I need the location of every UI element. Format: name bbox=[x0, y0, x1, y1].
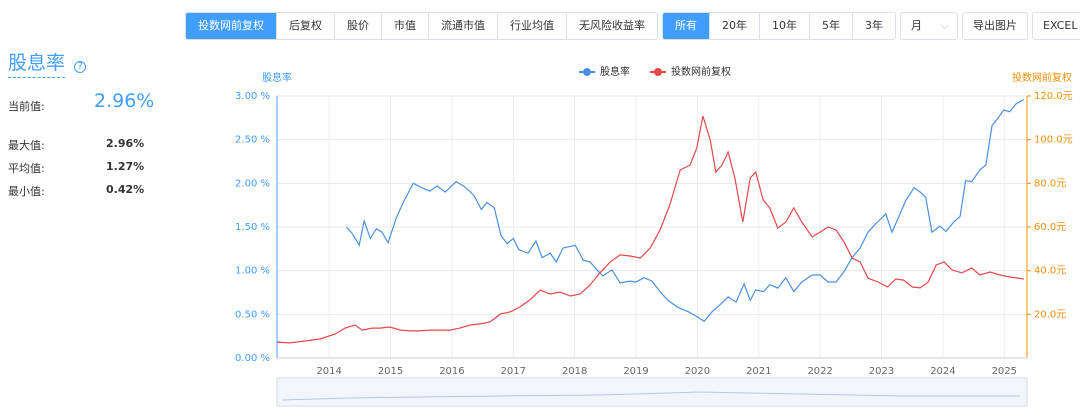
x-tick-label: 2020 bbox=[685, 366, 710, 377]
y2-tick-label: 100.0元 bbox=[1034, 135, 1073, 146]
navigator[interactable] bbox=[276, 377, 1028, 407]
stats-title: 股息率 bbox=[8, 48, 66, 78]
stat-value: 0.42% bbox=[106, 183, 145, 196]
toolbar-button[interactable]: 10年 bbox=[760, 13, 810, 39]
current-value: 2.96% bbox=[94, 90, 155, 112]
y-tick-label: 0.50 % bbox=[235, 309, 270, 320]
y-tick-label: 0.00 % bbox=[235, 353, 270, 364]
button-group: 所有 20年 10年 5年 3年 bbox=[662, 12, 896, 40]
y-tick-label: 2.00 % bbox=[235, 178, 270, 189]
x-tick-label: 2015 bbox=[378, 366, 403, 377]
legend-label[interactable]: 股息率 bbox=[600, 65, 630, 78]
y2-tick-label: 60.0元 bbox=[1034, 222, 1066, 233]
x-tick-label: 2021 bbox=[746, 366, 771, 377]
toolbar-button[interactable]: 导出图片 bbox=[962, 12, 1028, 40]
toolbar-button[interactable]: 行业均值 bbox=[498, 13, 567, 39]
x-tick-label: 2017 bbox=[501, 366, 526, 377]
legend-marker bbox=[583, 68, 591, 76]
stat-label: 平均值: bbox=[8, 162, 45, 175]
legend-marker bbox=[654, 68, 662, 76]
y2-tick-label: 40.0元 bbox=[1034, 266, 1066, 277]
y-tick-label: 1.50 % bbox=[235, 222, 270, 233]
y2-tick-label: 80.0元 bbox=[1034, 178, 1066, 189]
y2-tick-label: 120.0元 bbox=[1034, 91, 1073, 102]
x-tick-label: 2024 bbox=[930, 366, 955, 377]
stats-panel: 股息率 ? 当前值: 2.96% 最大值: 2.96% 平均值: 1.27% 最小值: 0… bbox=[8, 48, 258, 198]
stat-value: 1.27% bbox=[106, 160, 145, 173]
y-tick-label: 3.00 % bbox=[235, 91, 270, 102]
button-group: 投数网前复权 后复权 股价 市值 流通市值 行业均值 无风险收益率 bbox=[185, 12, 658, 40]
y-tick-label: 1.00 % bbox=[235, 266, 270, 277]
stat-value: 2.96% bbox=[106, 137, 145, 150]
toolbar-button[interactable]: 投数网前复权 bbox=[186, 13, 277, 39]
x-tick-label: 2016 bbox=[439, 366, 464, 377]
series-line bbox=[345, 98, 1025, 323]
stat-label: 最小值: bbox=[8, 185, 45, 198]
navigator-preview bbox=[281, 391, 1020, 401]
toolbar-button[interactable]: 无风险收益率 bbox=[567, 13, 657, 39]
x-tick-label: 2023 bbox=[869, 366, 894, 377]
current-label: 当前值: bbox=[8, 100, 45, 113]
toolbar-button[interactable]: 股价 bbox=[335, 13, 382, 39]
y-tick-label: 2.50 % bbox=[235, 135, 270, 146]
toolbar-button[interactable]: EXCEL bbox=[1032, 12, 1080, 40]
x-tick-label: 2019 bbox=[623, 366, 648, 377]
stat-label: 最大值: bbox=[8, 139, 45, 152]
series-line bbox=[276, 115, 1024, 344]
toolbar-button[interactable]: 20年 bbox=[710, 13, 760, 39]
toolbar-button[interactable]: 流通市值 bbox=[429, 13, 498, 39]
toolbar-button[interactable]: 市值 bbox=[382, 13, 429, 39]
select-value: 月 bbox=[911, 19, 922, 32]
x-tick-label: 2014 bbox=[316, 366, 341, 377]
select-arrow: ⌵ bbox=[940, 19, 949, 32]
legend-label[interactable]: 投数网前复权 bbox=[671, 65, 731, 78]
toolbar-button[interactable]: 3年 bbox=[853, 13, 895, 39]
y2-axis-title: 投数网前复权 bbox=[1012, 71, 1072, 84]
toolbar-button[interactable]: 所有 bbox=[663, 13, 710, 39]
toolbar-button[interactable]: 后复权 bbox=[277, 13, 335, 39]
y-axis-title: 股息率 bbox=[262, 71, 292, 84]
toolbar: 投数网前复权 后复权 股价 市值 流通市值 行业均值 无风险收益率 所有 20年 10年 5年 3年月… bbox=[185, 12, 1080, 40]
x-tick-label: 2018 bbox=[562, 366, 587, 377]
x-tick-label: 2022 bbox=[807, 366, 832, 377]
toolbar-button[interactable]: 5年 bbox=[810, 13, 853, 39]
y2-tick-label: 20.0元 bbox=[1034, 309, 1066, 320]
x-tick-label: 2025 bbox=[992, 366, 1017, 377]
period-select[interactable]: 月 ⌵ bbox=[900, 12, 958, 40]
help-icon[interactable]: ? bbox=[74, 61, 87, 73]
